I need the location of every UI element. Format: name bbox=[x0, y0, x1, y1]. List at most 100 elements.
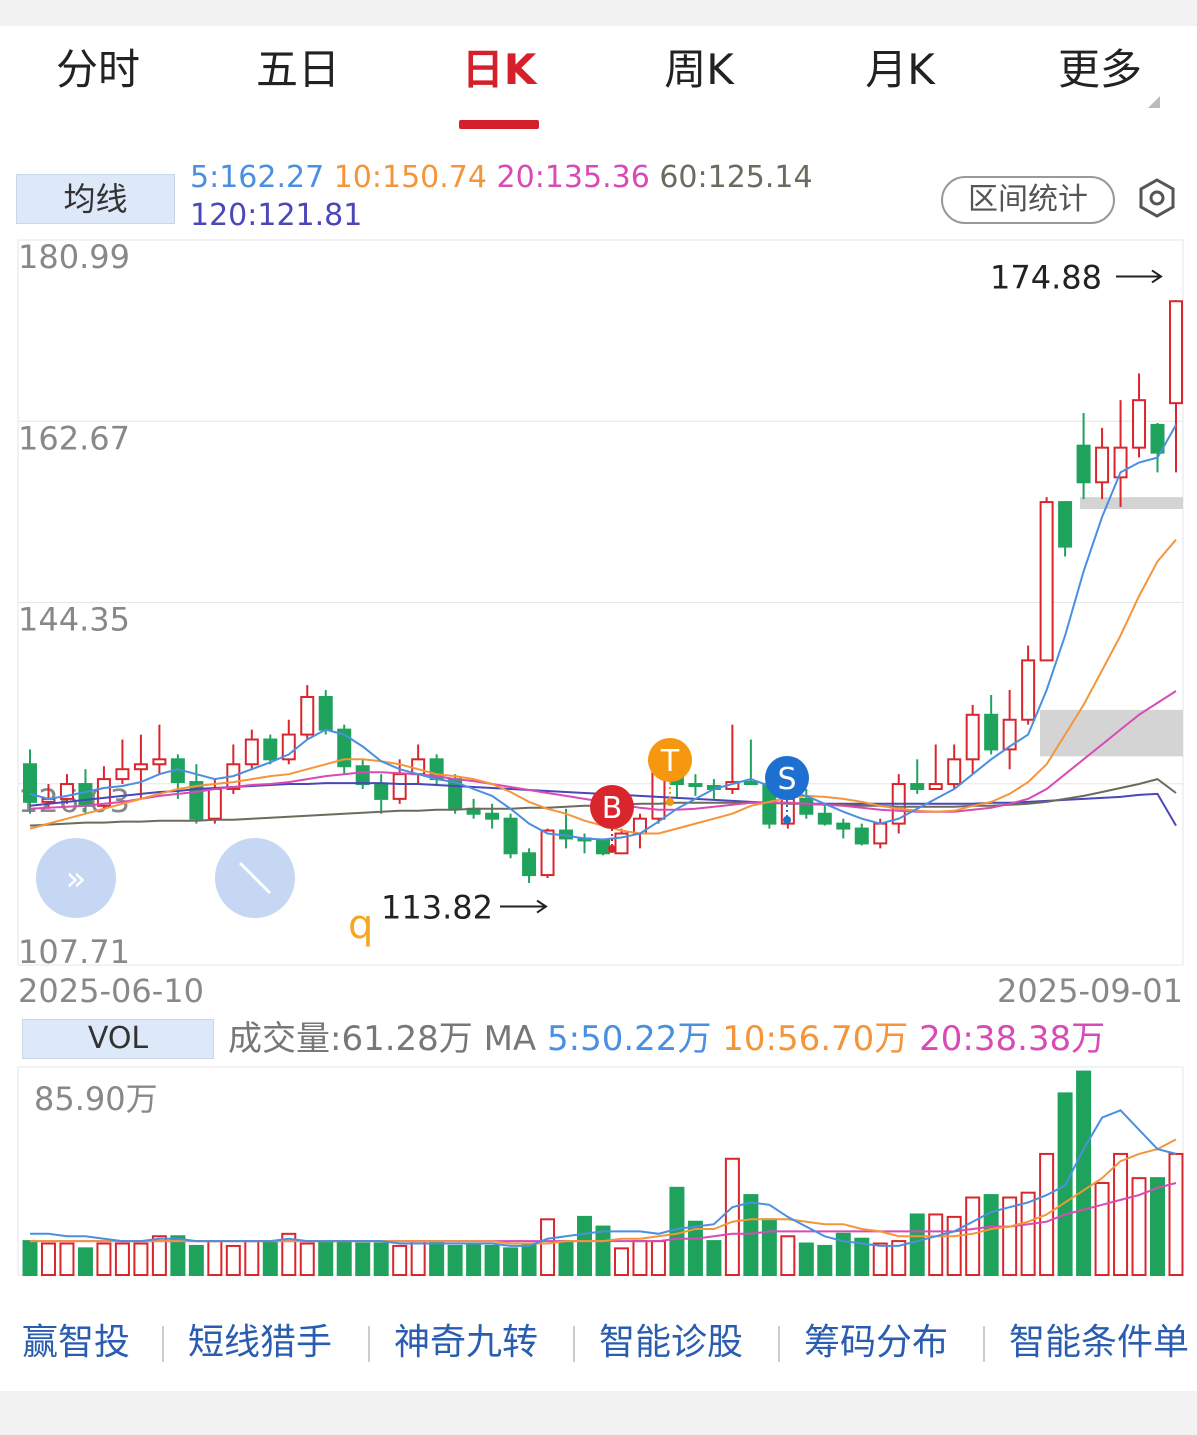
candle-body bbox=[133, 763, 148, 771]
range-stats-button[interactable]: 区间统计 bbox=[941, 176, 1115, 224]
ma10-value: 10:150.74 bbox=[333, 160, 487, 195]
volume-bar bbox=[687, 1220, 703, 1277]
y-tick-label: 162.67 bbox=[18, 419, 130, 457]
q-label: q bbox=[348, 902, 373, 948]
volume-bar bbox=[521, 1242, 537, 1276]
candle-body bbox=[1021, 659, 1036, 721]
volume-bar bbox=[798, 1242, 814, 1276]
price-zone-upper bbox=[1080, 497, 1183, 510]
volume-bar bbox=[96, 1242, 112, 1276]
tool-smart-diagnosis[interactable]: 智能诊股 bbox=[599, 1322, 744, 1363]
candle-body bbox=[836, 822, 851, 830]
separator bbox=[983, 1326, 985, 1362]
tab-more[interactable]: 更多 bbox=[1057, 45, 1142, 94]
candle-body bbox=[984, 713, 999, 751]
volume-bar bbox=[558, 1240, 574, 1276]
more-caret-icon bbox=[1148, 96, 1160, 108]
tool-short-hunter[interactable]: 短线猎手 bbox=[188, 1322, 333, 1363]
marker-dot bbox=[608, 845, 616, 853]
volume-bar bbox=[244, 1240, 260, 1276]
vol-button[interactable]: VOL bbox=[22, 1019, 214, 1059]
candle-body bbox=[503, 817, 518, 855]
tab-weekly-k[interactable]: 周K bbox=[664, 45, 734, 94]
volume-bar bbox=[484, 1244, 500, 1277]
volume-bar bbox=[299, 1242, 315, 1276]
candle-body bbox=[743, 781, 758, 786]
tab-daily-k[interactable]: 日K bbox=[461, 45, 537, 94]
volume-bar bbox=[1150, 1177, 1166, 1276]
volume-bar bbox=[503, 1247, 519, 1277]
volume-chart[interactable]: 85.90万 bbox=[0, 1062, 1197, 1282]
candlestick-chart[interactable]: 180.99162.67144.35126.03107.712025-06-10… bbox=[0, 230, 1197, 1010]
volume-bar bbox=[225, 1244, 241, 1277]
volume-bar bbox=[1020, 1191, 1036, 1276]
candle-body bbox=[244, 738, 259, 766]
volume-bar bbox=[946, 1215, 962, 1276]
vol-ma10: 10:56.70万 bbox=[722, 1019, 909, 1059]
volume-bar bbox=[40, 1242, 56, 1276]
vol-ma5: 5:50.22万 bbox=[547, 1019, 712, 1059]
volume-bar bbox=[22, 1240, 38, 1276]
ma-button[interactable]: 均线 bbox=[16, 174, 175, 224]
ma-values-row1: 5:162.27 10:150.74 20:135.36 60:125.14 bbox=[190, 160, 813, 196]
candle-body bbox=[965, 713, 980, 761]
candle-body bbox=[817, 812, 832, 825]
marker-dot bbox=[666, 798, 674, 806]
candle-body bbox=[910, 783, 925, 790]
candle-body bbox=[1132, 399, 1147, 449]
volume-bar bbox=[188, 1244, 204, 1277]
separator bbox=[573, 1326, 575, 1362]
tool-yingzhitou[interactable]: 赢智投 bbox=[22, 1322, 131, 1363]
y-tick-label: 180.99 bbox=[18, 238, 130, 276]
volume-bar bbox=[410, 1240, 426, 1276]
tool-magic-nine[interactable]: 神奇九转 bbox=[394, 1322, 539, 1363]
volume-bar bbox=[447, 1244, 463, 1277]
volume-bar bbox=[724, 1157, 740, 1276]
tool-chip-distribution[interactable]: 筹码分布 bbox=[804, 1322, 949, 1363]
ma60-value: 60:125.14 bbox=[659, 160, 813, 195]
volume-bar bbox=[577, 1215, 593, 1276]
tab-monthly-k[interactable]: 月K bbox=[865, 45, 935, 94]
ma5-value: 5:162.27 bbox=[190, 160, 325, 195]
tab-intraday[interactable]: 分时 bbox=[55, 45, 140, 94]
candle-body bbox=[374, 783, 389, 800]
tool-smart-condition-order[interactable]: 智能条件单 bbox=[1009, 1322, 1190, 1363]
volume-bar bbox=[743, 1194, 759, 1276]
candle-body bbox=[115, 768, 130, 781]
marker-dot bbox=[783, 816, 791, 824]
signal-marker-text: S bbox=[777, 762, 796, 797]
volume-bar bbox=[1113, 1152, 1129, 1276]
candle-body bbox=[152, 758, 167, 766]
ma20-value: 20:135.36 bbox=[496, 160, 650, 195]
candle-body bbox=[485, 812, 500, 820]
volume-bar bbox=[373, 1242, 389, 1276]
candle-body bbox=[318, 695, 333, 731]
volume-bar bbox=[817, 1244, 833, 1277]
max-price-label: 174.88 bbox=[990, 258, 1102, 296]
volume-bar bbox=[466, 1242, 482, 1276]
separator bbox=[162, 1326, 164, 1362]
volume-bar bbox=[595, 1225, 611, 1276]
tab-five-day[interactable]: 五日 bbox=[255, 45, 340, 94]
candle-body bbox=[1095, 446, 1110, 484]
signal-marker-text: T bbox=[660, 744, 680, 779]
candle-body bbox=[1058, 501, 1073, 548]
volume-bar bbox=[114, 1242, 130, 1276]
expand-left-icon[interactable] bbox=[36, 838, 116, 918]
candle-body bbox=[873, 822, 888, 845]
chart-card bbox=[0, 26, 1197, 1391]
x-start-date: 2025-06-10 bbox=[18, 972, 204, 1010]
candle-body bbox=[300, 695, 315, 736]
volume-bar bbox=[928, 1213, 944, 1276]
volume-bar bbox=[133, 1242, 149, 1276]
candle-body bbox=[928, 783, 943, 790]
volume-bar bbox=[780, 1235, 796, 1277]
volume-bar bbox=[540, 1218, 556, 1276]
vol-ma20: 20:38.38万 bbox=[919, 1019, 1106, 1059]
volume-bar bbox=[355, 1242, 371, 1276]
candle-body bbox=[540, 829, 555, 877]
candle-body bbox=[392, 773, 407, 800]
volume-bar bbox=[613, 1247, 629, 1277]
hexagon-gear-icon[interactable] bbox=[1135, 176, 1179, 220]
ma120-value: 120:121.81 bbox=[190, 198, 363, 233]
